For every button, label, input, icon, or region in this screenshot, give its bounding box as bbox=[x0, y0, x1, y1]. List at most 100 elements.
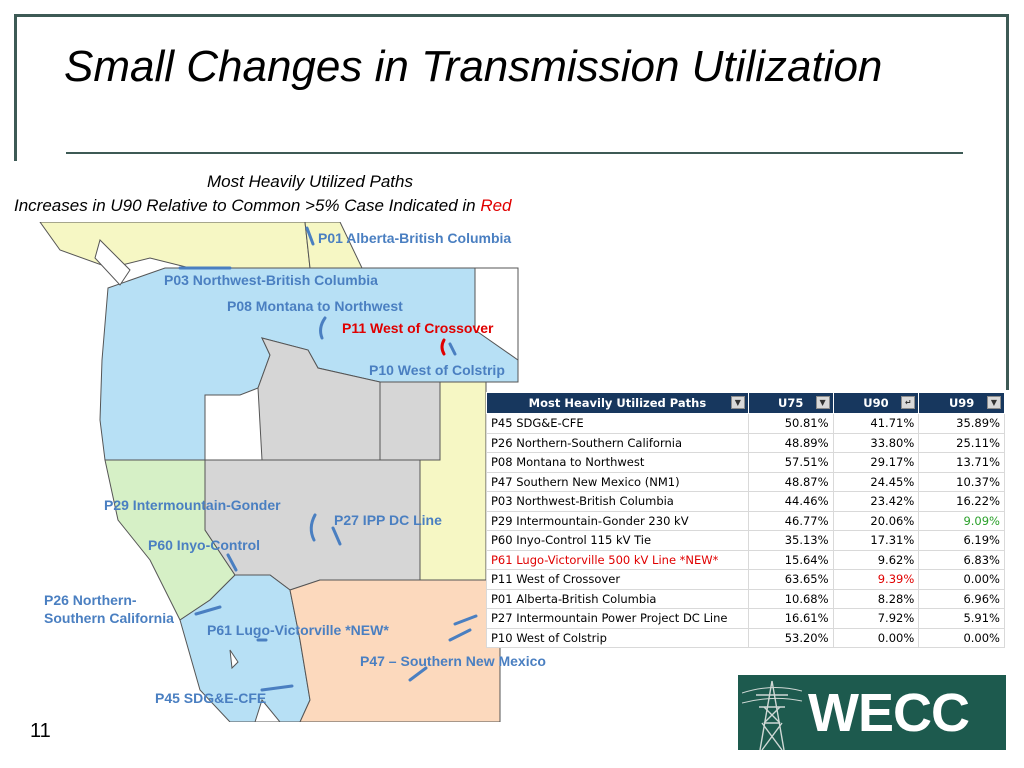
u90-value: 9.62% bbox=[832, 549, 920, 570]
u90-value: 8.28% bbox=[832, 588, 920, 609]
path-name: P10 West of Colstrip bbox=[486, 627, 749, 648]
path-marker-p27 bbox=[331, 526, 342, 546]
path-name: P61 Lugo-Victorville 500 kV Line *NEW* bbox=[486, 549, 749, 570]
u90-value: 17.31% bbox=[832, 530, 920, 551]
filter-dropdown-icon[interactable]: ▼ bbox=[815, 396, 830, 409]
table-row: P47 Southern New Mexico (NM1) 48.87% 24.45… bbox=[486, 471, 1005, 492]
u90-value: 24.45% bbox=[832, 471, 920, 492]
wecc-map bbox=[0, 222, 540, 722]
path-name: P08 Montana to Northwest bbox=[486, 452, 749, 473]
path-marker-p10 bbox=[448, 342, 457, 356]
slide-frame-right bbox=[1006, 14, 1009, 390]
u75-value: 50.81% bbox=[747, 413, 834, 434]
table-row: P01 Alberta-British Columbia 10.68% 8.28% 6… bbox=[486, 588, 1005, 609]
u75-value: 63.65% bbox=[747, 569, 834, 590]
u99-value: 6.83% bbox=[918, 549, 1005, 570]
header-u90[interactable]: U90 ↵ bbox=[832, 392, 920, 414]
u99-value: 0.00% bbox=[918, 627, 1005, 648]
header-u99-label: U99 bbox=[948, 396, 975, 410]
path-marker-p26 bbox=[194, 605, 222, 616]
path-name: P01 Alberta-British Columbia bbox=[486, 588, 749, 609]
map-label-p01: P01 Alberta-British Columbia bbox=[318, 230, 512, 246]
header-paths-label: Most Heavily Utilized Paths bbox=[528, 396, 707, 410]
utilization-table: Most Heavily Utilized Paths ▼ U75 ▼ U90 ↵ U… bbox=[486, 392, 1005, 648]
u75-value: 48.87% bbox=[747, 471, 834, 492]
map-label-p45: P45 SDG&E-CFE bbox=[155, 690, 267, 706]
map-label-p26-line2: Southern California bbox=[44, 610, 174, 626]
path-marker-p47c bbox=[408, 666, 428, 682]
path-marker-p11 bbox=[440, 338, 446, 356]
region-wyoming bbox=[379, 381, 441, 461]
u90-value: 20.06% bbox=[832, 510, 920, 531]
table-row: P60 Inyo-Control 115 kV Tie 35.13% 17.31% 6… bbox=[486, 530, 1005, 551]
header-u90-label: U90 bbox=[863, 396, 889, 410]
map-label-p10: P10 West of Colstrip bbox=[369, 362, 505, 378]
u99-value: 6.19% bbox=[918, 530, 1005, 551]
u75-value: 15.64% bbox=[747, 549, 834, 570]
u99-value: 10.37% bbox=[918, 471, 1005, 492]
region-montana-east bbox=[474, 267, 519, 361]
path-marker-p08 bbox=[319, 316, 327, 340]
table-header-row: Most Heavily Utilized Paths ▼ U75 ▼ U90 ↵ U… bbox=[486, 392, 1005, 414]
region-colorado bbox=[419, 381, 487, 581]
table-row: P45 SDG&E-CFE 50.81% 41.71% 35.89% bbox=[486, 413, 1005, 434]
header-paths[interactable]: Most Heavily Utilized Paths ▼ bbox=[486, 392, 749, 414]
u75-value: 46.77% bbox=[747, 510, 834, 531]
map-label-p47: P47 – Southern New Mexico bbox=[360, 653, 546, 669]
map-label-p11: P11 West of Crossover bbox=[342, 320, 494, 336]
path-marker-p60 bbox=[226, 553, 238, 572]
u90-value: 41.71% bbox=[832, 413, 920, 434]
u99-value: 0.00% bbox=[918, 569, 1005, 590]
page-number: 11 bbox=[30, 720, 51, 742]
slide-title: Small Changes in Transmission Utilizatio… bbox=[64, 42, 883, 91]
u99-value: 16.22% bbox=[918, 491, 1005, 512]
header-u75-label: U75 bbox=[778, 396, 804, 410]
table-row: P27 Intermountain Power Project DC Line 1… bbox=[486, 608, 1005, 629]
path-name: P03 Northwest-British Columbia bbox=[486, 491, 749, 512]
u90-value: 0.00% bbox=[832, 627, 920, 648]
u75-value: 10.68% bbox=[747, 588, 834, 609]
table-row: P08 Montana to Northwest 57.51% 29.17% 13.7… bbox=[486, 452, 1005, 473]
wecc-logo bbox=[738, 675, 1006, 750]
u99-value: 35.89% bbox=[918, 413, 1005, 434]
map-label-p61: P61 Lugo-Victorville *NEW* bbox=[207, 622, 389, 638]
sort-descending-icon[interactable]: ↵ bbox=[901, 396, 916, 409]
table-row: P10 West of Colstrip 53.20% 0.00% 0.00% bbox=[486, 627, 1005, 648]
subtitle-line-2-text: Increases in U90 Relative to Common >5% … bbox=[14, 196, 481, 215]
region-arizona-new-mexico bbox=[289, 579, 501, 722]
path-marker-p29 bbox=[309, 513, 317, 542]
table-row: P26 Northern-Southern California 48.89% 33… bbox=[486, 432, 1005, 453]
subtitle-red-word: Red bbox=[480, 196, 512, 215]
filter-dropdown-icon[interactable]: ▼ bbox=[987, 396, 1001, 409]
map-label-p27: P27 IPP DC Line bbox=[334, 512, 442, 528]
subtitle-line-2: Increases in U90 Relative to Common >5% … bbox=[14, 196, 614, 216]
channel-island bbox=[229, 649, 239, 670]
vancouver-island bbox=[94, 239, 131, 286]
path-name: P45 SDG&E-CFE bbox=[486, 413, 749, 434]
u75-value: 44.46% bbox=[747, 491, 834, 512]
table-row: P29 Intermountain-Gonder 230 kV 46.77% 20.… bbox=[486, 510, 1005, 531]
slide-frame-top bbox=[14, 14, 1009, 17]
map-label-p60: P60 Inyo-Control bbox=[148, 537, 261, 553]
filter-dropdown-icon[interactable]: ▼ bbox=[730, 396, 745, 409]
u99-value: 13.71% bbox=[918, 452, 1005, 473]
title-underline bbox=[66, 152, 963, 154]
path-name: P11 West of Crossover bbox=[486, 569, 749, 590]
u75-value: 48.89% bbox=[747, 432, 834, 453]
header-u99[interactable]: U99 ▼ bbox=[918, 392, 1005, 414]
map-label-p26-line1: P26 Northern- bbox=[44, 592, 137, 608]
header-u75[interactable]: U75 ▼ bbox=[747, 392, 834, 414]
path-name: P27 Intermountain Power Project DC Line bbox=[486, 608, 749, 629]
path-marker-p47b bbox=[448, 628, 472, 642]
u90-value: 33.80% bbox=[832, 432, 920, 453]
path-name: P29 Intermountain-Gonder 230 kV bbox=[486, 510, 749, 531]
u75-value: 57.51% bbox=[747, 452, 834, 473]
u90-value: 29.17% bbox=[832, 452, 920, 473]
map-label-p03: P03 Northwest-British Columbia bbox=[164, 272, 378, 288]
subtitle-line-1: Most Heavily Utilized Paths bbox=[207, 172, 413, 191]
u75-value: 16.61% bbox=[747, 608, 834, 629]
map-label-p08: P08 Montana to Northwest bbox=[227, 298, 403, 314]
table-row: P61 Lugo-Victorville 500 kV Line *NEW* 15… bbox=[486, 549, 1005, 570]
map-label-p29: P29 Intermountain-Gonder bbox=[104, 497, 281, 513]
path-marker-p47a bbox=[453, 614, 478, 626]
